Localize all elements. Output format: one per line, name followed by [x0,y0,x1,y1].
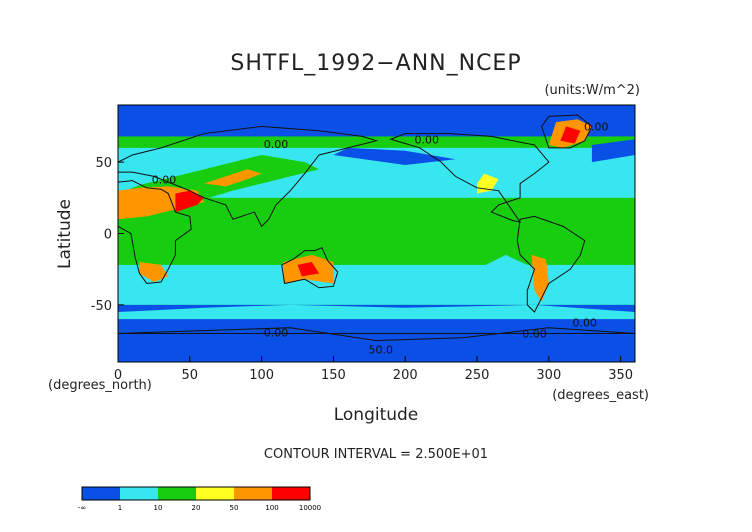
y-unit-label: (degrees_north) [48,378,152,393]
chart-title: SHTFL_1992−ANN_NCEP [230,51,521,76]
x-tick-label-300: 300 [536,368,561,383]
field-australia-core [297,262,320,277]
contour-label-8: 50.0 [369,343,394,356]
field-arabia [175,190,205,213]
y-axis-ticks: 50 0 -50 [91,156,124,314]
field-andes [531,254,549,303]
legend-label-3: 10 [154,504,163,512]
field-arctic [118,105,635,137]
field-antarctic-front [118,304,635,320]
x-tick-label-200: 200 [393,368,418,383]
contour-label-2: 0.00 [264,138,289,151]
field-tropics [175,197,535,254]
y-axis-label: Latitude [55,199,75,269]
field-sh-subtropics [118,264,635,305]
legend-swatch-2 [120,487,158,500]
coast-eurasia [117,125,379,228]
y-tick-label-0: 0 [104,228,112,243]
legend-label-4: 20 [192,504,201,512]
contour-label-4: 0.00 [584,121,609,134]
field-southern-africa [139,262,169,283]
legend-label-6: 100 [265,504,278,512]
x-tick-label-50: 50 [182,368,199,383]
x-tick-label-250: 250 [465,368,490,383]
coast-greenland [541,114,593,149]
contour-label-5: 0.00 [264,326,289,339]
field-greenland-core [560,126,581,144]
x-tick-label-0: 0 [114,368,122,383]
x-tick-label-350: 350 [608,368,633,383]
contour-label-1: 0.00 [152,174,177,187]
legend-swatch-4 [196,487,234,500]
legend-swatch-5 [234,487,272,500]
coast-antarctica [117,327,636,342]
legend-label-5: 50 [230,504,239,512]
x-axis-label: Longitude [334,405,419,425]
field-north-atlantic [591,139,635,163]
y-tick-label--50: -50 [91,299,112,314]
contour-label-3: 0.00 [415,134,440,147]
coast-south-america [516,215,586,313]
field-north-pacific [333,147,456,165]
legend-swatch-6 [272,487,310,500]
coast-australia [281,247,339,289]
legend-label-7: 10000 [299,504,321,512]
legend-label-1: -∞ [78,504,86,512]
legend-swatch-3 [158,487,196,500]
coastlines [117,114,636,342]
field-central-asia [204,169,262,187]
x-tick-label-150: 150 [321,368,346,383]
coast-africa [117,180,192,284]
contour-label-6: 0.00 [522,328,547,341]
contour-interval-note: CONTOUR INTERVAL = 2.500E+01 [264,447,488,462]
legend-frame [81,486,311,501]
color-legend: -∞ 1 10 20 50 100 10000 [78,486,321,512]
x-tick-label-100: 100 [249,368,274,383]
heat-flux-field [118,105,635,362]
legend-label-2: 1 [118,504,122,512]
contour-label-7: 0.00 [572,316,597,329]
field-east-pacific [477,254,528,280]
x-unit-label: (degrees_east) [552,388,649,403]
units-label: (units:W/m^2) [544,83,640,98]
x-axis-ticks: 0 50 100 150 200 250 300 350 [114,356,633,383]
legend-swatch-1 [82,487,120,500]
y-tick-label-50: 50 [95,156,112,171]
contour-labels: 0.00 0.00 0.00 0.00 0.00 0.00 0.00 50.0 [152,121,609,357]
coast-north-america [389,133,550,223]
